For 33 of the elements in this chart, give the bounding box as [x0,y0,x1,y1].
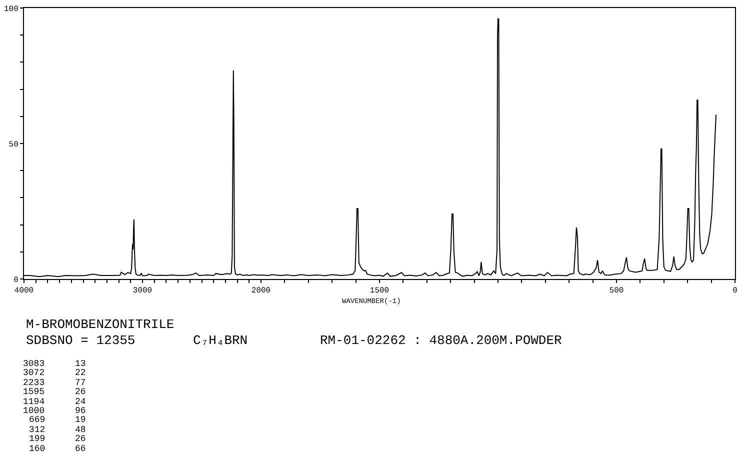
text: SDBSNO = 12355 [26,333,136,348]
text: 2233 [23,378,45,388]
x-tick-label: 1500 [370,286,390,296]
text: 24 [75,397,86,407]
text: 3072 [23,368,45,378]
text: 1194 [23,397,45,407]
text: 1000 [23,406,45,416]
text: RM-01-02262 : 4880A.200M.POWDER [320,333,562,348]
text: 22 [75,368,86,378]
x-tick-label: 4000 [14,286,34,296]
x-tick-label: 3000 [132,286,152,296]
y-tick-label: 50 [8,140,19,150]
text: 77 [75,378,86,388]
y-tick-label: 0 [14,276,19,285]
text: 96 [75,406,86,416]
y-tick-label: 100 [4,4,19,14]
text: 26 [75,434,86,444]
text: 669 [29,415,46,425]
text: 312 [29,425,46,435]
text: 13 [75,359,86,369]
text: 1595 [23,387,45,397]
text: 199 [29,434,46,444]
text: 26 [75,387,86,397]
text: 19 [75,415,86,425]
text: 160 [29,444,46,454]
text: M-BROMOBENZONITRILE [26,317,174,332]
x-tick-label: 0 [732,286,738,296]
text: 48 [75,425,86,435]
text: 66 [75,444,86,454]
text: C₇H₄BRN [193,333,248,348]
x-tick-label: 500 [609,286,624,296]
x-tick-label: 2000 [251,286,271,296]
text: 3083 [23,359,45,369]
